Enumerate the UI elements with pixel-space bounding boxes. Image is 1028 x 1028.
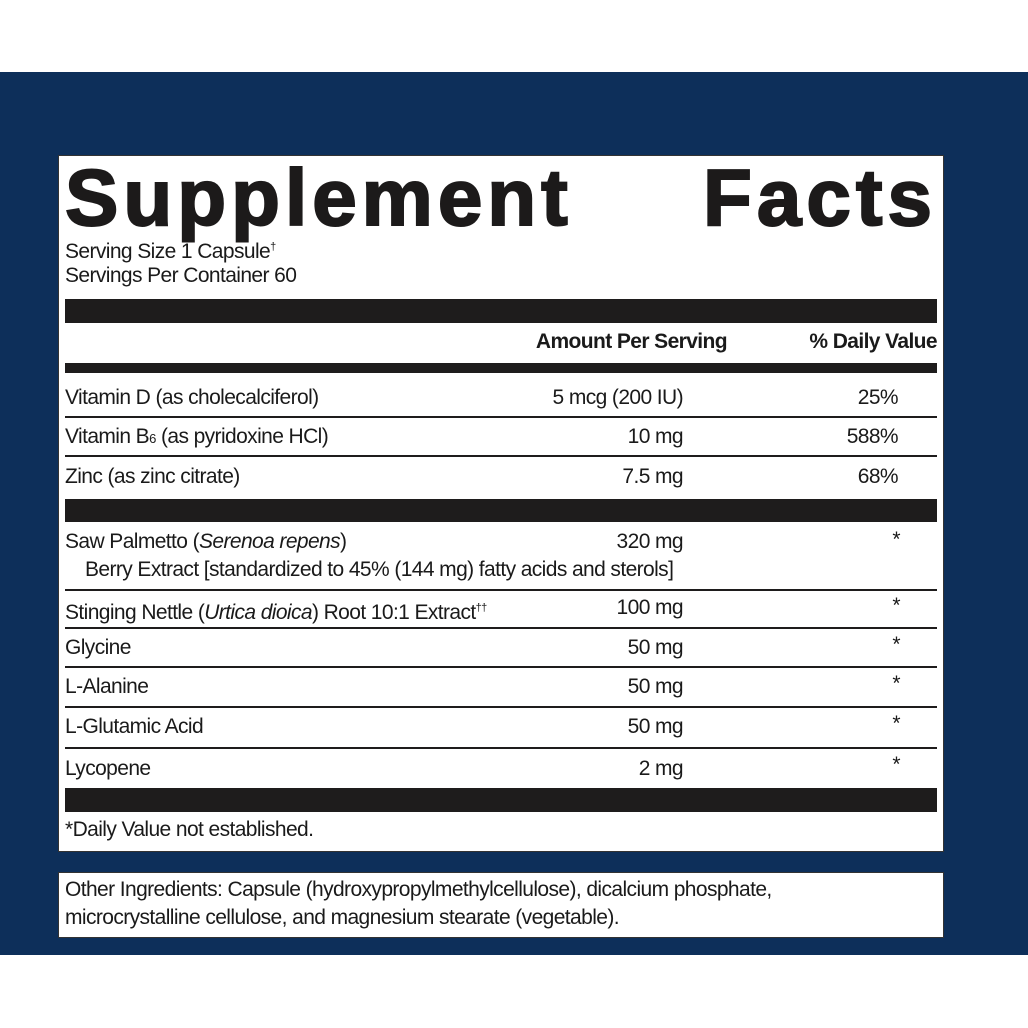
row-amount: 7.5 mg	[622, 465, 683, 488]
row-dv: *	[892, 528, 900, 551]
row-dv: *	[892, 594, 900, 617]
row-divider	[65, 589, 937, 591]
latin-name: Urtica dioica	[204, 601, 312, 624]
row-subline: Berry Extract [standardized to 45% (144 …	[85, 558, 674, 581]
supplement-facts-panel: Supplement Facts Serving Size 1 Capsule†…	[58, 152, 944, 852]
divider-thick	[65, 788, 937, 812]
row-dv: 588%	[846, 425, 899, 448]
panel-title: Supplement Facts	[64, 152, 937, 244]
row-dv: 68%	[857, 465, 899, 488]
title-word: Supplement	[64, 152, 573, 243]
row-amount: 100 mg	[616, 596, 684, 619]
name-part: ) Root 10:1 Extract	[311, 601, 476, 624]
row-divider	[65, 416, 937, 418]
row-name: Saw Palmetto (Serenoa repens)	[65, 530, 347, 554]
servings-per-container: Servings Per Container 60	[65, 264, 297, 287]
row-divider	[65, 627, 937, 629]
header-daily-value: % Daily Value	[809, 330, 937, 353]
name-part: Saw Palmetto (	[65, 530, 200, 553]
row-name: Vitamin D (as cholecalciferol)	[65, 386, 319, 409]
name-part: Stinging Nettle (	[65, 601, 205, 624]
divider-medium	[65, 363, 937, 373]
row-name: L-Glutamic Acid	[65, 715, 204, 738]
row-amount: 50 mg	[627, 715, 684, 738]
other-ingredients-line: Other Ingredients: Capsule (hydroxypropy…	[65, 878, 772, 901]
other-ingredients-box: Other Ingredients: Capsule (hydroxypropy…	[58, 872, 944, 938]
divider-thick	[65, 499, 937, 522]
row-name: Zinc (as zinc citrate)	[65, 465, 240, 488]
footnote: *Daily Value not established.	[65, 818, 314, 841]
row-name: Vitamin B6 (as pyridoxine HCl)	[65, 425, 329, 451]
serving-size-text: Serving Size 1 Capsule	[65, 240, 271, 263]
header-amount: Amount Per Serving	[535, 330, 728, 353]
dagger-mark: †	[270, 241, 276, 253]
row-amount: 50 mg	[627, 636, 684, 659]
row-amount: 10 mg	[627, 425, 684, 448]
latin-name: Serenoa repens	[199, 530, 341, 553]
name-part: )	[340, 530, 347, 553]
row-dv: 25%	[857, 386, 899, 409]
row-divider	[65, 706, 937, 708]
row-amount: 320 mg	[616, 530, 684, 553]
subscript: 6	[149, 431, 156, 446]
double-dagger-mark: ††	[475, 602, 488, 614]
row-amount: 2 mg	[638, 757, 684, 780]
row-divider	[65, 747, 937, 749]
row-name: Glycine	[65, 636, 131, 659]
other-ingredients-line: microcrystalline cellulose, and magnesiu…	[65, 906, 620, 929]
name-part: Vitamin B	[65, 425, 150, 448]
divider-thick	[65, 299, 937, 323]
row-dv: *	[892, 633, 900, 656]
row-amount: 50 mg	[627, 675, 684, 698]
serving-size: Serving Size 1 Capsule†	[65, 235, 276, 264]
row-dv: *	[892, 672, 900, 695]
row-divider	[65, 455, 937, 457]
name-part: (as pyridoxine HCl)	[155, 425, 329, 448]
title-word: Facts	[702, 152, 937, 243]
row-divider	[65, 666, 937, 668]
row-name: Lycopene	[65, 757, 151, 780]
row-dv: *	[892, 712, 900, 735]
row-dv: *	[892, 753, 900, 776]
row-amount: 5 mcg (200 IU)	[552, 386, 684, 409]
row-name: Stinging Nettle (Urtica dioica) Root 10:…	[65, 596, 487, 625]
row-name: L-Alanine	[65, 675, 149, 698]
